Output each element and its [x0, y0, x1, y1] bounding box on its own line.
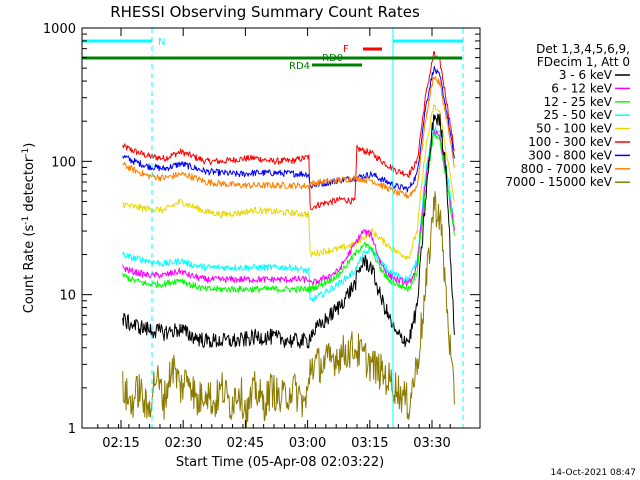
y-axis-label: Count Rate (s-1 detector-1)	[21, 143, 37, 314]
series-line	[122, 113, 455, 349]
legend-entry-label: 7000 - 15000 keV	[505, 175, 612, 189]
x-tick-label: 02:15	[102, 436, 139, 451]
legend-entry-label: 300 - 800 keV	[528, 148, 612, 162]
y-axis-label-sup2: -1	[21, 148, 31, 157]
x-tick-label: 03:00	[289, 436, 326, 451]
chart-title: RHESSI Observing Summary Count Rates	[110, 3, 420, 21]
legend-header-line2: FDecim 1, Att 0	[537, 55, 630, 69]
y-axis: 1 10 100 1000	[43, 22, 480, 437]
timestamp: 14-Oct-2021 08:47	[551, 468, 636, 478]
x-tick-label: 03:30	[413, 436, 450, 451]
x-axis: 02:15 02:30 02:45 03:00 03:15 03:30	[97, 28, 451, 451]
legend-entry-label: 12 - 25 keV	[544, 95, 613, 109]
series-line	[122, 76, 455, 199]
plot-frame	[81, 27, 481, 429]
legend-entry-label: 3 - 6 keV	[559, 68, 613, 82]
x-tick-label: 03:15	[351, 436, 388, 451]
legend-entry-label: 800 - 7000 keV	[521, 162, 613, 176]
series-line	[122, 130, 455, 287]
series-line	[122, 66, 455, 193]
y-axis-label-main: Count Rate (s	[22, 225, 37, 314]
legend-entry-label: 6 - 12 keV	[551, 81, 613, 95]
legend-header-line1: Det 1,3,4,5,6,9,	[536, 42, 630, 56]
y-axis-label-sup1: -1	[21, 216, 31, 225]
flare-label: F	[343, 44, 349, 55]
x-tick-label: 02:45	[227, 436, 264, 451]
night-label: N	[158, 37, 165, 48]
y-tick-label: 10	[59, 289, 76, 304]
y-axis-label-mid: detector	[22, 156, 37, 216]
legend-entry-label: 100 - 300 keV	[528, 135, 612, 149]
rd4-label: RD4	[289, 61, 310, 72]
legend: Det 1,3,4,5,6,9, FDecim 1, Att 0 3 - 6 k…	[505, 42, 630, 189]
series-line	[122, 104, 455, 261]
series-line	[122, 51, 455, 211]
annotation-layer: N RD0 RD4 F	[82, 28, 464, 428]
x-axis-label: Start Time (05-Apr-08 02:03:22)	[176, 455, 384, 470]
legend-entry-label: 50 - 100 keV	[536, 122, 613, 136]
series-line	[122, 191, 455, 429]
x-tick-label: 02:30	[164, 436, 201, 451]
legend-entry-label: 25 - 50 keV	[544, 108, 613, 122]
y-tick-label: 1	[68, 422, 76, 437]
rd0-label: RD0	[322, 53, 343, 64]
series-layer	[122, 51, 455, 429]
y-tick-label: 1000	[43, 22, 76, 37]
y-axis-label-end: )	[22, 143, 37, 148]
y-tick-label: 100	[51, 155, 76, 170]
series-line	[122, 125, 455, 303]
series-line	[122, 132, 455, 293]
